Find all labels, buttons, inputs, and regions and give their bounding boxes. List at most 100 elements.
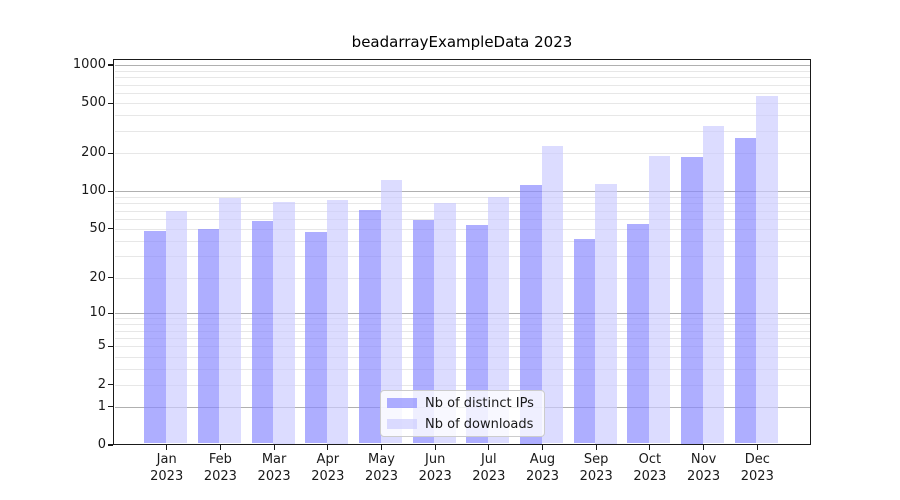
x-tick-mark [380, 445, 383, 450]
gridline-minor [114, 356, 810, 358]
bar-downloads [165, 211, 188, 444]
gridline-minor [114, 324, 810, 326]
x-tick-mark [434, 445, 436, 450]
gridline-minor [114, 277, 810, 279]
legend: Nb of distinct IPs Nb of downloads [380, 390, 545, 437]
gridline-minor [114, 368, 810, 370]
bar-downloads [541, 145, 563, 444]
gridline-minor [114, 256, 810, 258]
gridline-minor [114, 240, 810, 242]
gridline-minor [114, 330, 810, 332]
x-tick-label-apr: Apr 2023 [311, 452, 345, 484]
x-tick-label-feb: Feb 2023 [203, 452, 237, 484]
x-tick-label-mar: Mar 2023 [257, 452, 291, 484]
y-tick-mark [107, 384, 113, 386]
x-tick-label-dec: Dec 2023 [740, 452, 774, 484]
y-tick-mark [107, 276, 113, 279]
y-tick-mark [107, 64, 113, 66]
legend-swatch-distinct-ips [387, 397, 417, 409]
bar-downloads [380, 180, 402, 444]
x-tick-mark [273, 445, 275, 450]
y-tick-label: 10 [89, 305, 106, 321]
bar-distinct-ips [573, 239, 596, 444]
gridline-minor [114, 103, 810, 105]
gridline-minor [114, 70, 810, 72]
y-tick-mark [107, 228, 113, 230]
bar-downloads [326, 200, 349, 444]
y-tick-label: 1000 [72, 57, 106, 72]
y-tick-mark [107, 102, 113, 104]
bar-distinct-ips [197, 228, 220, 444]
y-tick-label: 200 [81, 145, 106, 161]
legend-item-downloads: Nb of downloads [387, 416, 536, 433]
y-tick-mark [107, 152, 113, 154]
bar-downloads [273, 202, 295, 444]
gridline-minor [114, 218, 810, 220]
y-tick-label: 500 [81, 95, 106, 111]
y-tick-label: 5 [97, 338, 106, 354]
gridline-minor [114, 210, 810, 212]
bar-distinct-ips [412, 219, 435, 444]
x-tick-label-oct: Oct 2023 [633, 452, 667, 484]
y-tick-label: 1 [97, 398, 106, 414]
x-tick-label-jun: Jun 2023 [418, 452, 452, 484]
x-tick-mark [166, 445, 168, 450]
bar-downloads [756, 95, 778, 444]
bar-distinct-ips [627, 223, 649, 444]
y-tick-label: 20 [89, 269, 106, 285]
gridline-minor [114, 384, 810, 386]
bar-distinct-ips [734, 137, 757, 444]
x-tick-label-may: May 2023 [364, 452, 399, 484]
legend-label-distinct-ips: Nb of distinct IPs [425, 395, 534, 411]
bar-downloads [487, 196, 510, 444]
gridline-minor [114, 84, 810, 86]
bar-downloads [702, 125, 725, 444]
legend-label-downloads: Nb of downloads [425, 416, 534, 432]
x-tick-label-jul: Jul 2023 [472, 452, 506, 484]
y-tick-label: 100 [81, 183, 106, 199]
y-tick-label: 0 [97, 437, 106, 452]
bar-downloads [434, 202, 456, 444]
y-tick-label: 2 [97, 376, 106, 392]
gridline-minor [114, 131, 810, 133]
bar-distinct-ips [144, 230, 166, 444]
gridline-minor [114, 203, 810, 205]
x-tick-mark [703, 445, 705, 450]
x-tick-label-jan: Jan 2023 [150, 452, 184, 484]
bar-distinct-ips [359, 209, 381, 444]
x-tick-mark [488, 445, 490, 450]
x-tick-mark [649, 445, 651, 450]
x-tick-mark [219, 445, 221, 450]
gridline-minor [114, 153, 810, 155]
y-tick-mark [107, 312, 113, 314]
gridline-minor [114, 93, 810, 95]
y-tick-mark [107, 190, 113, 192]
bar-downloads [648, 155, 671, 444]
x-tick-label-sep: Sep 2023 [579, 452, 613, 484]
x-tick-mark [327, 445, 329, 450]
bar-distinct-ips [466, 224, 488, 444]
bar-downloads [219, 198, 241, 444]
gridline-minor [114, 77, 810, 79]
legend-item-distinct-ips: Nb of distinct IPs [387, 395, 536, 412]
x-tick-mark [756, 445, 758, 450]
y-tick-mark [107, 345, 113, 347]
x-tick-label-nov: Nov 2023 [687, 452, 721, 484]
gridline-minor [114, 228, 810, 230]
bar-distinct-ips [681, 157, 703, 444]
x-tick-label-aug: Aug 2023 [525, 452, 560, 484]
gridline-minor [114, 338, 810, 339]
chart-title: beadarrayExampleData 2023 [351, 33, 573, 51]
legend-swatch-downloads [387, 418, 417, 430]
gridline-minor [114, 318, 810, 320]
bar-distinct-ips [251, 220, 274, 444]
bar-distinct-ips [305, 232, 327, 444]
gridline-minor [114, 346, 810, 348]
y-tick-mark [107, 406, 113, 408]
gridline-major [114, 191, 810, 193]
gridline-major [114, 65, 810, 66]
bar-distinct-ips [520, 185, 542, 444]
gridline-minor [114, 196, 810, 198]
gridline-major [114, 313, 810, 315]
